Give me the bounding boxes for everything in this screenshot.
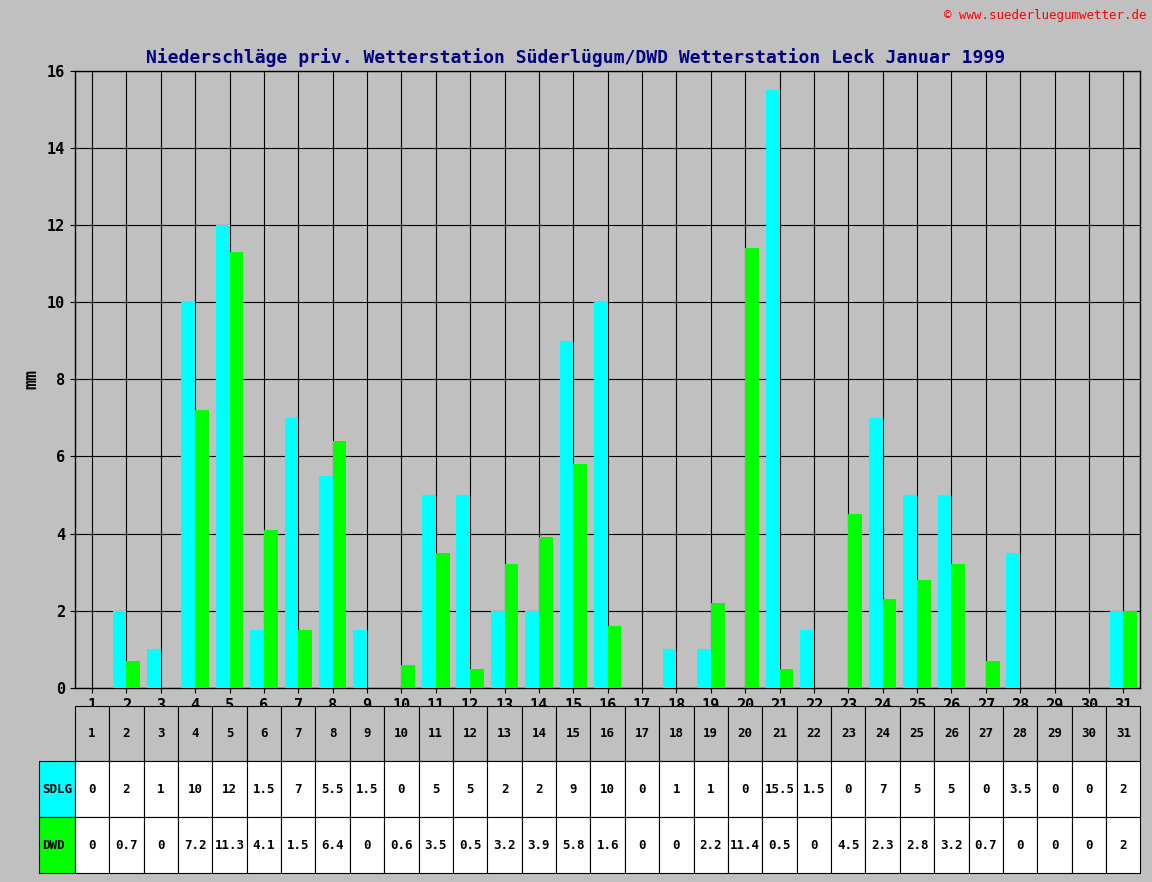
Bar [422, 495, 435, 688]
Bar [525, 610, 539, 688]
Bar [491, 610, 505, 688]
Y-axis label: mm: mm [22, 370, 40, 389]
Bar [229, 252, 243, 688]
Bar [1007, 553, 1021, 688]
Bar [215, 225, 229, 688]
Bar [938, 495, 952, 688]
Bar [869, 418, 882, 688]
Bar [1123, 610, 1137, 688]
Bar [113, 610, 127, 688]
Bar [801, 630, 814, 688]
Bar [662, 649, 676, 688]
Bar [470, 669, 484, 688]
Bar [766, 90, 780, 688]
Bar [697, 649, 711, 688]
Bar [745, 248, 759, 688]
Text: Niederschläge priv. Wetterstation Süderlügum/DWD Wetterstation Leck Januar 1999: Niederschläge priv. Wetterstation Süderl… [146, 49, 1006, 68]
Bar [848, 514, 862, 688]
Bar [505, 564, 518, 688]
Bar [607, 626, 621, 688]
Bar [456, 495, 470, 688]
Bar [560, 340, 574, 688]
Bar [264, 530, 278, 688]
Bar [594, 302, 607, 688]
Text: © www.suederluegumwetter.de: © www.suederluegumwetter.de [943, 9, 1146, 22]
Bar [539, 537, 553, 688]
Bar [1109, 610, 1123, 688]
Bar [298, 630, 312, 688]
Bar [574, 464, 588, 688]
Bar [780, 669, 794, 688]
Bar [952, 564, 965, 688]
Bar [181, 302, 195, 688]
Bar [354, 630, 367, 688]
Bar [903, 495, 917, 688]
Bar [711, 603, 725, 688]
Bar [195, 410, 209, 688]
Bar [401, 665, 415, 688]
Bar [435, 553, 449, 688]
Bar [250, 630, 264, 688]
Bar [882, 599, 896, 688]
Bar [127, 661, 141, 688]
Bar [147, 649, 161, 688]
Bar [319, 475, 333, 688]
Bar [285, 418, 298, 688]
Bar [986, 661, 1000, 688]
Bar [917, 580, 931, 688]
Bar [333, 441, 347, 688]
